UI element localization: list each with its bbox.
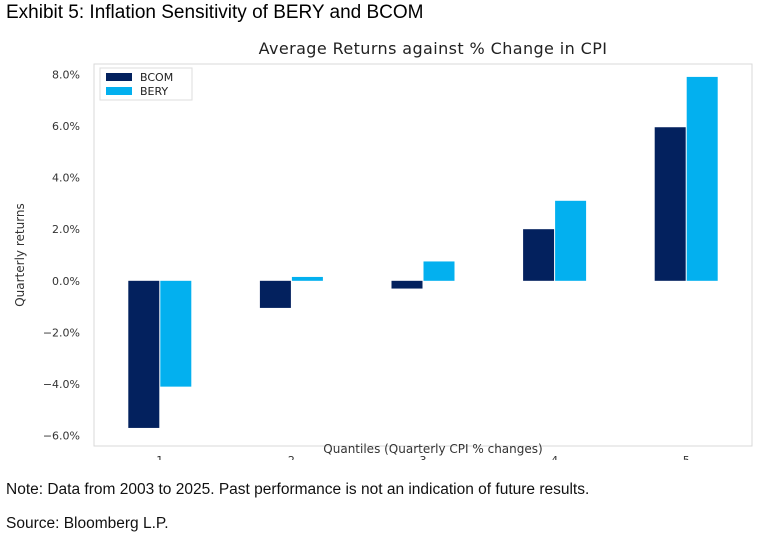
bar-bery-q4: [555, 200, 587, 281]
x-tick-label: 5: [683, 454, 690, 460]
plot-frame: [93, 63, 753, 447]
x-ticks-group: 1 2 3 4 5: [156, 454, 689, 460]
legend-label-bery: BERY: [140, 85, 168, 98]
note-text: Note: Data from 2003 to 2025. Past perfo…: [6, 481, 590, 498]
bar-bcom-q3: [391, 280, 423, 289]
bar-bcom-q4: [523, 229, 555, 281]
bar-bcom-q2: [259, 280, 291, 308]
legend-swatch-bery: [106, 87, 132, 95]
bar-bcom-q1: [128, 280, 160, 428]
y-tick-label: 2.0%: [52, 223, 80, 236]
x-tick-label: 2: [288, 454, 295, 460]
chart-title: Average Returns against % Change in CPI: [259, 39, 608, 58]
bar-bery-q2: [291, 276, 323, 281]
bar-bcom-q5: [654, 127, 686, 281]
y-tick-label: −4.0%: [43, 378, 80, 391]
y-tick-label: −2.0%: [43, 326, 80, 339]
y-tick-label: 8.0%: [52, 68, 80, 81]
bars-group: [128, 76, 718, 428]
legend-swatch-bcom: [106, 73, 132, 81]
bar-bery-q5: [686, 76, 718, 281]
y-tick-label: −6.0%: [43, 430, 80, 443]
source-text: Source: Bloomberg L.P.: [6, 515, 169, 532]
y-tick-label: 4.0%: [52, 172, 80, 185]
exhibit-title: Exhibit 5: Inflation Sensitivity of BERY…: [6, 2, 424, 23]
x-axis-label: Quantiles (Quarterly CPI % changes): [323, 442, 542, 456]
bar-bery-q1: [160, 280, 192, 387]
y-tick-label: 0.0%: [52, 275, 80, 288]
y-ticks-group: −6.0% −4.0% −2.0% 0.0% 2.0% 4.0% 6.0% 8.0%: [43, 68, 80, 442]
x-tick-label: 4: [551, 454, 558, 460]
y-axis-label: Quarterly returns: [13, 203, 27, 307]
x-tick-label: 3: [420, 454, 427, 460]
y-tick-label: 6.0%: [52, 120, 80, 133]
legend-label-bcom: BCOM: [140, 71, 173, 84]
bar-bery-q3: [423, 261, 455, 281]
chart: Average Returns against % Change in CPI …: [13, 39, 753, 460]
x-tick-label: 1: [156, 454, 163, 460]
